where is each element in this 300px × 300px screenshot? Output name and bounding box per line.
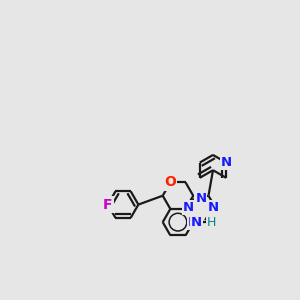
Text: N: N <box>188 216 199 229</box>
Text: H: H <box>206 216 216 229</box>
Text: F: F <box>103 198 112 212</box>
Text: N: N <box>195 192 206 205</box>
Text: N: N <box>183 201 194 214</box>
Text: N: N <box>220 156 232 169</box>
Text: O: O <box>164 176 176 190</box>
Text: N: N <box>190 216 202 229</box>
Text: O: O <box>164 176 176 190</box>
Text: N: N <box>208 201 219 214</box>
